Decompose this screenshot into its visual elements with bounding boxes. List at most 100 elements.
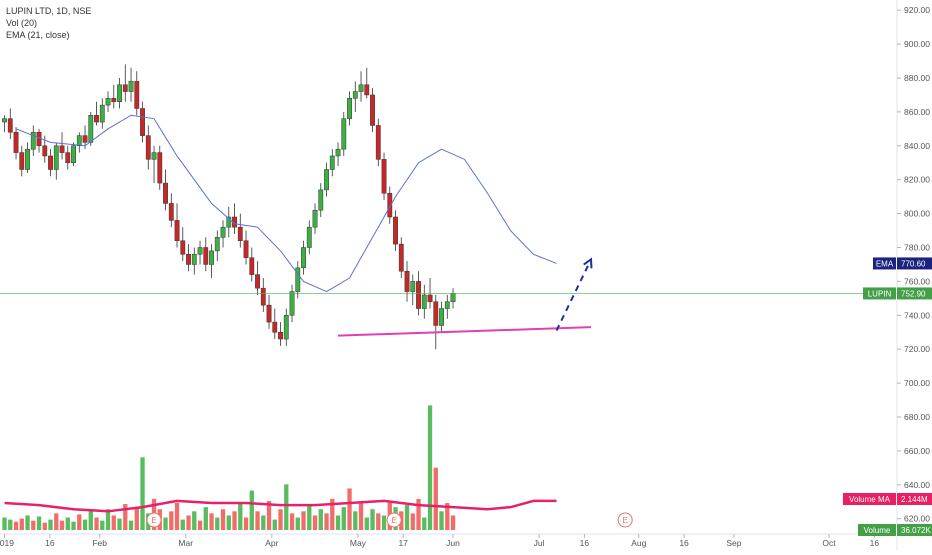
candle-body xyxy=(375,125,381,160)
lupin-label-value-box xyxy=(897,287,932,300)
x-tick-label: 2019 xyxy=(0,538,14,548)
candle-body xyxy=(71,145,76,163)
candle-body xyxy=(30,131,36,150)
candle-body xyxy=(393,216,398,245)
candle-body xyxy=(398,243,404,272)
volume-bar xyxy=(353,511,358,530)
candle-body xyxy=(312,209,318,228)
volume-label-value-box xyxy=(897,524,932,536)
candle-body xyxy=(76,135,82,147)
volume-bar xyxy=(238,503,243,530)
candle-body xyxy=(306,226,312,248)
volume-bar xyxy=(8,519,13,530)
candles xyxy=(2,64,456,350)
earnings-marker-label: E xyxy=(623,516,628,525)
volume-bar xyxy=(13,521,19,530)
volume-bar xyxy=(261,515,266,530)
candle-body xyxy=(370,94,375,126)
volume-bar xyxy=(324,513,329,530)
y-tick-label: 700.00 xyxy=(904,378,930,388)
candle-body xyxy=(157,152,163,184)
volume-ma-path xyxy=(4,499,557,513)
volume-bar xyxy=(301,511,306,530)
volume-bar xyxy=(215,517,220,530)
candle-body xyxy=(151,152,157,160)
volume-bar xyxy=(100,520,105,530)
lupin-label-value: 752.90 xyxy=(901,289,926,298)
candle-body xyxy=(272,321,278,333)
y-tick-label: 920.00 xyxy=(904,5,930,15)
candle-body xyxy=(122,84,128,92)
volume-bar xyxy=(278,509,283,530)
volume-bar xyxy=(416,498,421,530)
volume-bar xyxy=(433,467,438,530)
drawings[interactable] xyxy=(0,257,897,337)
y-tick-label: 900.00 xyxy=(904,39,930,49)
y-tick-label: 720.00 xyxy=(904,344,930,354)
x-tick-label: 16 xyxy=(45,538,55,548)
volume-bar xyxy=(249,490,254,530)
volume-bar xyxy=(364,517,369,530)
volume-label-name-box xyxy=(858,524,896,536)
legend-title[interactable]: LUPIN LTD, 1D, NSE xyxy=(6,6,92,16)
candle-body xyxy=(82,135,88,143)
volume-bar xyxy=(243,517,249,530)
candle-body xyxy=(444,301,450,309)
x-tick-label: Aug xyxy=(631,538,646,548)
volume-ma-label-name: Volume MA xyxy=(849,495,891,504)
volume-bars xyxy=(2,405,456,530)
candle-body xyxy=(439,308,444,326)
candle-body xyxy=(42,145,48,157)
volume-bar xyxy=(117,518,122,530)
candle-body xyxy=(128,81,134,92)
legend-ema[interactable]: EMA (21, close) xyxy=(6,30,70,40)
candle-body xyxy=(226,216,232,228)
volume-bar xyxy=(318,509,323,530)
volume-bar xyxy=(422,517,427,530)
candle-body xyxy=(283,315,289,340)
y-tick-label: 760.00 xyxy=(904,276,930,286)
candle-body xyxy=(2,118,7,123)
x-tick-label: May xyxy=(350,538,367,548)
support-trendline xyxy=(337,326,592,337)
legend-volume[interactable]: Vol (20) xyxy=(6,18,38,28)
lupin-label-name-box xyxy=(863,287,896,300)
volume-bar xyxy=(358,503,364,530)
y-tick-label: 840.00 xyxy=(904,141,930,151)
x-tick-label: Jun xyxy=(446,538,460,548)
candle-body xyxy=(381,159,387,194)
x-tick-label: 16 xyxy=(580,538,590,548)
volume-bar xyxy=(77,514,82,530)
volume-ma-line xyxy=(4,499,557,513)
volume-label-name: Volume xyxy=(864,526,891,535)
volume-bar xyxy=(42,522,47,530)
candle-body xyxy=(134,81,140,109)
candle-body xyxy=(324,169,329,191)
ema-label-value-box xyxy=(897,257,932,270)
ema-label-value: 770.60 xyxy=(901,259,926,268)
x-tick-label: Sep xyxy=(726,538,741,548)
candle-body xyxy=(335,148,341,157)
candle-body xyxy=(88,115,94,143)
candle-body xyxy=(347,98,352,119)
volume-bar xyxy=(48,519,53,530)
volume-bar xyxy=(82,519,88,530)
volume-bar xyxy=(376,513,381,530)
volume-bar xyxy=(2,517,7,530)
candle-body xyxy=(59,145,65,153)
volume-bar xyxy=(381,515,387,530)
candle-body xyxy=(243,240,249,258)
candle-body xyxy=(214,237,220,252)
volume-bar xyxy=(140,457,145,530)
candle-body xyxy=(48,155,53,170)
candle-body xyxy=(416,281,421,309)
candle-body xyxy=(53,145,59,170)
volume-bar xyxy=(445,503,450,530)
volume-bar xyxy=(203,507,208,530)
volume-bar xyxy=(59,520,65,530)
volume-bar xyxy=(307,505,312,530)
candle-body xyxy=(117,84,122,102)
